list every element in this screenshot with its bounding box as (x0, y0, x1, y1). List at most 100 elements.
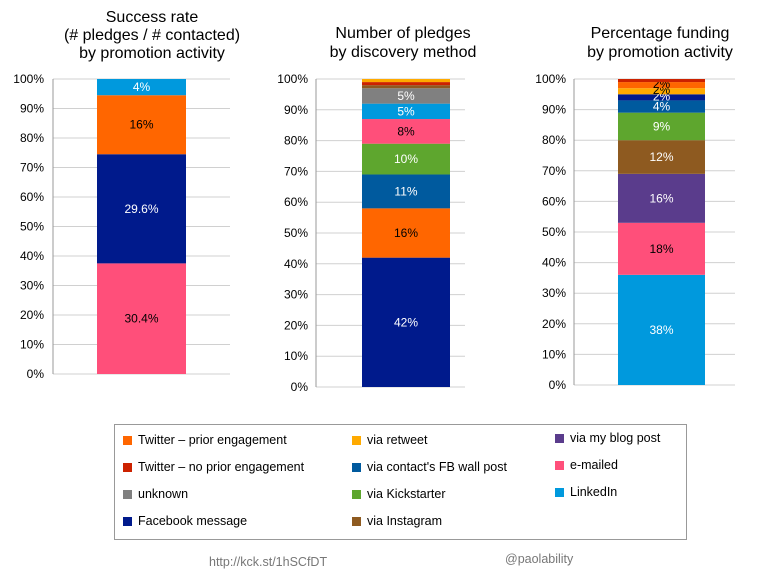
bar-segment (618, 82, 705, 89)
legend-item: via retweet (352, 433, 427, 447)
y-tick-label: 50% (542, 225, 566, 239)
bar-segment (618, 88, 705, 95)
legend-swatch (555, 433, 564, 443)
chart-title: Success rate (106, 9, 199, 26)
bar-segment (362, 82, 450, 86)
bar-segment (618, 100, 705, 113)
legend-label: via Instagram (367, 514, 443, 528)
y-tick-label: 40% (542, 256, 566, 270)
legend-item: via my blog post (555, 431, 660, 445)
y-tick-label: 0% (291, 380, 309, 394)
y-tick-label: 80% (542, 133, 566, 147)
legend-label: via contact's FB wall post (367, 460, 507, 474)
segment-label: 16% (394, 226, 418, 240)
legend-swatch (123, 516, 132, 526)
y-tick-label: 100% (277, 72, 308, 86)
y-tick-label: 90% (20, 102, 44, 116)
legend-item: Twitter – no prior engagement (123, 460, 304, 474)
bar-segment (97, 263, 186, 374)
bar-segment (618, 94, 705, 101)
legend: Twitter – prior engagement Twitter – no … (114, 424, 687, 540)
legend-item: unknown (123, 487, 188, 501)
legend-swatch (352, 516, 361, 526)
bar-segment (618, 140, 705, 174)
legend-swatch (555, 487, 564, 497)
segment-label: 18% (649, 242, 673, 256)
bar-segment (97, 79, 186, 96)
y-tick-label: 80% (20, 131, 44, 145)
y-tick-label: 90% (284, 103, 308, 117)
legend-swatch (123, 489, 132, 499)
legend-label: Twitter – no prior engagement (138, 460, 305, 474)
bar-segment (618, 79, 705, 83)
legend-label: LinkedIn (570, 485, 618, 499)
segment-label: 5% (397, 104, 415, 118)
y-tick-label: 70% (284, 164, 308, 178)
segment-label: 4% (133, 80, 151, 94)
segment-label: 9% (653, 119, 671, 133)
y-tick-label: 10% (542, 347, 566, 361)
y-tick-label: 60% (542, 194, 566, 208)
bar-segment (362, 103, 450, 120)
y-tick-label: 60% (20, 190, 44, 204)
y-tick-label: 0% (549, 378, 567, 392)
legend-item: via contact's FB wall post (352, 460, 507, 474)
bar-segment (362, 257, 450, 387)
bar-segment (97, 95, 186, 155)
segment-label: 4% (653, 100, 671, 114)
legend-item: via Instagram (352, 514, 442, 528)
y-tick-label: 40% (20, 249, 44, 263)
y-tick-label: 30% (20, 279, 44, 293)
legend-swatch (123, 462, 132, 472)
legend-swatch (352, 435, 361, 445)
bar-segment (362, 79, 450, 83)
y-tick-label: 10% (20, 338, 44, 352)
segment-label: 8% (397, 124, 415, 138)
bar-segment (362, 85, 450, 89)
bar-segment (362, 208, 450, 258)
footer-handle: @paolability (505, 552, 574, 566)
legend-label: via retweet (367, 433, 428, 447)
legend-item: via Kickstarter (352, 487, 446, 501)
legend-label: unknown (138, 487, 189, 501)
legend-item: Twitter – prior engagement (123, 433, 287, 447)
y-tick-label: 30% (542, 286, 566, 300)
footer-url[interactable]: http://kck.st/1hSCfDT (209, 555, 328, 569)
y-tick-label: 30% (284, 288, 308, 302)
bar-segment (362, 174, 450, 209)
legend-swatch (352, 462, 361, 472)
bar-segment (97, 154, 186, 264)
y-tick-label: 10% (284, 349, 308, 363)
y-tick-label: 100% (13, 72, 44, 86)
legend-item: Facebook message (123, 514, 247, 528)
y-tick-label: 70% (542, 164, 566, 178)
segment-label: 16% (129, 118, 153, 132)
bar-segment (362, 119, 450, 144)
legend-label: via Kickstarter (367, 487, 446, 501)
bar-segment (362, 88, 450, 104)
y-tick-label: 90% (542, 103, 566, 117)
chart-title: Percentage funding (591, 25, 730, 42)
legend-label: Facebook message (138, 514, 248, 528)
y-tick-label: 100% (535, 72, 566, 86)
y-tick-label: 50% (20, 220, 44, 234)
chart-title: by promotion activity (587, 44, 733, 61)
bar-segment (618, 274, 705, 385)
legend-label: via my blog post (570, 431, 661, 445)
segment-label: 11% (394, 184, 417, 198)
chart-title: by promotion activity (79, 45, 225, 62)
segment-label: 16% (649, 191, 673, 205)
y-tick-label: 40% (284, 257, 308, 271)
bar-segment (618, 173, 705, 223)
y-tick-label: 20% (20, 308, 44, 322)
y-tick-label: 70% (20, 161, 44, 175)
bar-segment (618, 112, 705, 141)
legend-label: Twitter – prior engagement (138, 433, 287, 447)
legend-swatch (555, 460, 564, 470)
legend-swatch (352, 489, 361, 499)
chart-title: by discovery method (330, 44, 477, 61)
chart-title: Number of pledges (335, 25, 470, 42)
chart-title: (# pledges / # contacted) (64, 27, 240, 44)
legend-item: e-mailed (555, 458, 618, 472)
